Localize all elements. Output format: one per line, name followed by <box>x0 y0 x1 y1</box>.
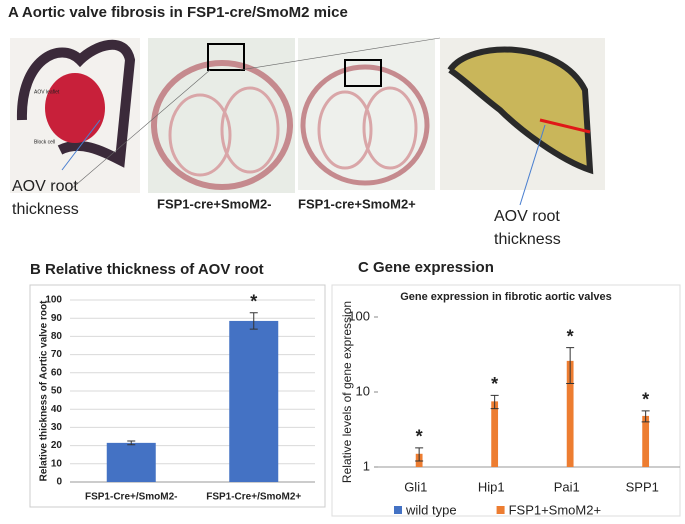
x-tick-label: FSP1-Cre+/SmoM2- <box>85 492 178 503</box>
chart-title: Gene expression in fibrotic aortic valve… <box>400 291 612 303</box>
annotation: AOV root <box>494 208 560 225</box>
bar <box>229 320 279 482</box>
y-axis-label: Relative levels of gene expression <box>340 301 354 483</box>
x-tick-label: Hip1 <box>478 479 505 494</box>
panel-c-title: C Gene expression <box>358 259 494 276</box>
y-tick-label: 90 <box>51 313 63 324</box>
error-bar <box>566 347 575 384</box>
bar <box>566 360 574 467</box>
error-bar <box>249 312 258 330</box>
y-tick-label: 20 <box>51 440 63 451</box>
significance-marker: * <box>250 291 257 311</box>
x-tick-label: Gli1 <box>404 479 427 494</box>
image-label: AOV leaflet <box>34 89 60 95</box>
significance-marker: * <box>491 374 498 394</box>
significance-marker: * <box>416 427 423 447</box>
y-tick-label: 10 <box>51 458 63 469</box>
y-tick-label: 40 <box>51 404 63 415</box>
error-bar <box>415 447 424 462</box>
significance-marker: * <box>642 390 649 410</box>
chart-frame <box>29 284 326 508</box>
error-bar <box>490 394 499 410</box>
bar <box>491 401 499 467</box>
x-tick-label: FSP1-Cre+/SmoM2+ <box>206 492 301 503</box>
error-bar <box>641 410 650 423</box>
y-tick-label: 30 <box>51 422 63 433</box>
legend-swatch <box>496 506 505 514</box>
y-tick-label: 10 <box>356 383 370 398</box>
bar <box>106 442 156 482</box>
y-tick-label: 100 <box>45 295 62 306</box>
y-tick-label: 0 <box>56 477 62 488</box>
chart-frame <box>331 284 681 517</box>
image-label: Block cell <box>34 139 55 145</box>
legend-label: FSP1+SmoM2+ <box>509 502 602 517</box>
legend-swatch <box>394 506 402 514</box>
caption: FSP1-cre+SmoM2+ <box>298 196 416 211</box>
caption: FSP1-cre+SmoM2- <box>157 196 272 211</box>
panel-a-title: A Aortic valve fibrosis in FSP1-cre/SmoM… <box>8 4 348 21</box>
significance-marker: * <box>567 326 574 346</box>
x-tick-label: Pai1 <box>554 479 580 494</box>
y-tick-label: 100 <box>348 308 370 323</box>
annotation: thickness <box>494 231 561 248</box>
y-axis-label: Relative thickness of Aortic valve root <box>39 300 50 481</box>
y-tick-label: 70 <box>51 349 63 360</box>
annotation: AOV root <box>12 178 78 195</box>
bar <box>642 415 650 467</box>
y-tick-label: 50 <box>51 386 63 397</box>
histology-images <box>10 37 605 206</box>
legend-label: wild type <box>405 502 457 517</box>
panel-b-title: B Relative thickness of AOV root <box>30 261 264 278</box>
error-bar <box>127 440 136 446</box>
y-tick-label: 1 <box>363 458 370 473</box>
y-tick-label: 60 <box>51 367 63 378</box>
x-tick-label: SPP1 <box>626 479 659 494</box>
annotation: thickness <box>12 201 79 218</box>
y-tick-label: 80 <box>51 331 63 342</box>
